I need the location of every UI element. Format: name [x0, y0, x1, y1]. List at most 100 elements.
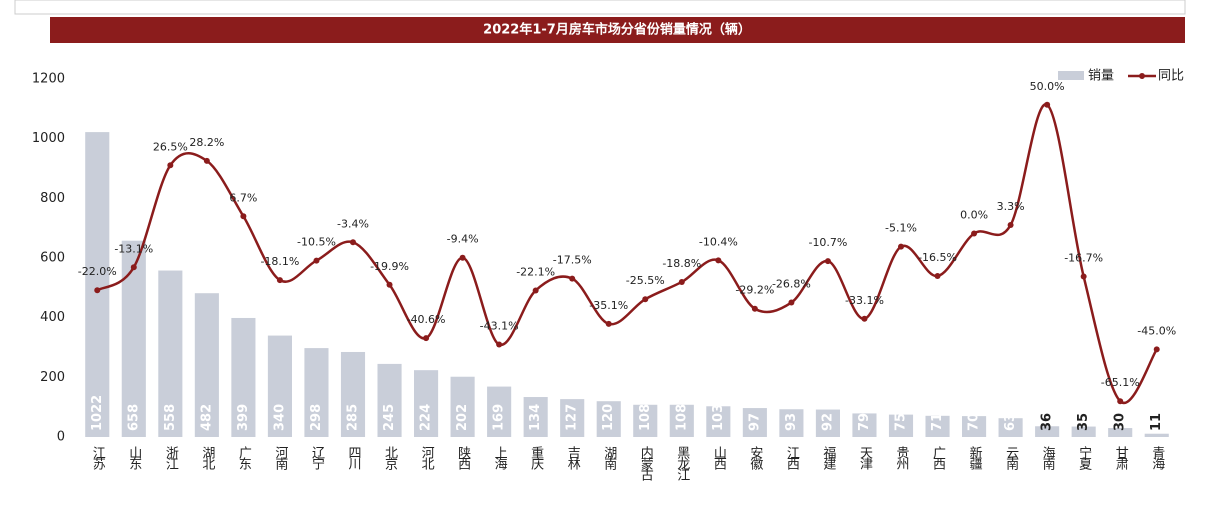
frame [14, 0, 1186, 15]
bar-label: 108 [674, 404, 689, 431]
x-tick-label: 江西 [784, 446, 800, 470]
bar [560, 399, 585, 437]
x-tick-label: 黑龙江 [674, 446, 690, 481]
bar-label: 71 [930, 413, 945, 431]
bar [925, 415, 950, 437]
x-tick-label: 河北 [419, 446, 435, 471]
x-tick-label: 广西 [930, 446, 946, 470]
x-tick-label: 湖南 [601, 446, 617, 470]
line-label: -26.8% [772, 278, 811, 291]
bar [340, 351, 366, 437]
bar [194, 293, 219, 437]
bar-label: 79 [857, 413, 872, 431]
y-tick-label: 200 [40, 370, 65, 385]
x-tick-label: 海南 [1040, 446, 1056, 470]
bar-label: 245 [382, 404, 397, 431]
bar [414, 370, 439, 437]
y-tick-label: 400 [40, 310, 65, 325]
bar [1071, 426, 1096, 437]
x-tick-label: 吉林 [565, 446, 581, 470]
legend-label: 销量 [1088, 69, 1114, 84]
line-label: -22.0% [78, 265, 117, 278]
line-point [167, 162, 174, 169]
x-tick-label: 新疆 [967, 445, 983, 470]
line-point [276, 277, 283, 284]
line-point [1080, 273, 1087, 280]
bar [523, 397, 548, 437]
line-label: -43.1% [480, 320, 519, 333]
line-point [94, 287, 101, 294]
line-point [1117, 398, 1124, 405]
x-tick-label: 内蒙古 [638, 445, 654, 481]
x-tick-label: 上海 [492, 446, 508, 470]
line-point [386, 281, 393, 288]
x-tick-label: 重庆 [528, 445, 544, 470]
x-tick-label: 宁夏 [1076, 445, 1092, 470]
bar [779, 409, 804, 437]
line-label: -22.1% [516, 265, 555, 278]
bar-label: 36 [1040, 413, 1055, 431]
x-tick-label: 陕西 [455, 446, 471, 470]
line-label: -65.1% [1101, 376, 1140, 389]
line-label: 6.7% [229, 191, 257, 204]
bar-label: 340 [272, 404, 287, 431]
bar-label: 658 [126, 404, 141, 431]
line-point [1007, 222, 1014, 229]
line-label: -13.1% [114, 242, 153, 255]
bar [998, 418, 1023, 437]
line-label: -10.7% [808, 236, 847, 249]
bar-label: 63 [1003, 413, 1018, 431]
title-banner [50, 17, 1185, 43]
line-point [751, 305, 758, 312]
bar [487, 386, 512, 437]
line-point [240, 213, 247, 220]
bar [962, 416, 987, 437]
x-tick-label: 辽宁 [309, 446, 325, 470]
bar [1108, 428, 1133, 437]
line-label: -45.0% [1137, 324, 1176, 337]
bar [267, 335, 292, 437]
bar-label: 399 [236, 404, 251, 431]
x-tick-label: 山西 [711, 446, 727, 470]
line-label: -18.8% [662, 257, 701, 270]
bar-label: 120 [601, 404, 616, 431]
line-point [496, 341, 503, 348]
line-point [1044, 101, 1051, 108]
x-tick-label: 浙江 [163, 446, 179, 470]
y-tick-label: 0 [57, 430, 65, 445]
bar-label: 134 [528, 404, 543, 431]
line-point [532, 287, 539, 294]
line-point [605, 320, 612, 327]
bar-label: 35 [1076, 413, 1091, 431]
bar-label: 202 [455, 404, 470, 431]
bar [706, 406, 731, 437]
x-tick-label: 北京 [382, 446, 398, 470]
x-tick-label: 湖北 [199, 446, 215, 471]
line-label: -29.2% [735, 284, 774, 297]
line-point [313, 257, 320, 264]
bar-label: 558 [163, 404, 178, 431]
line-label: -33.1% [845, 294, 884, 307]
bar-label: 482 [199, 404, 214, 431]
bar [377, 363, 402, 437]
line-point [642, 296, 649, 303]
bar-label: 224 [419, 404, 434, 431]
line-point [459, 254, 466, 261]
line-label: -16.7% [1064, 252, 1103, 265]
bar-label: 11 [1149, 413, 1164, 431]
x-tick-label: 河南 [272, 446, 288, 470]
line-point [678, 278, 685, 285]
x-tick-label: 广东 [236, 446, 252, 470]
bar [1144, 433, 1169, 437]
bar-label: 92 [820, 413, 835, 431]
line-label: 26.5% [153, 140, 188, 153]
x-tick-label: 山东 [126, 446, 142, 470]
y-tick-label: 600 [40, 251, 65, 266]
y-tick-label: 800 [40, 191, 65, 206]
x-tick-label: 甘肃 [1113, 446, 1129, 470]
line-point [788, 299, 795, 306]
line-label: -17.5% [553, 254, 592, 267]
x-tick-label: 安徽 [747, 446, 763, 470]
line-label: -10.5% [297, 236, 336, 249]
